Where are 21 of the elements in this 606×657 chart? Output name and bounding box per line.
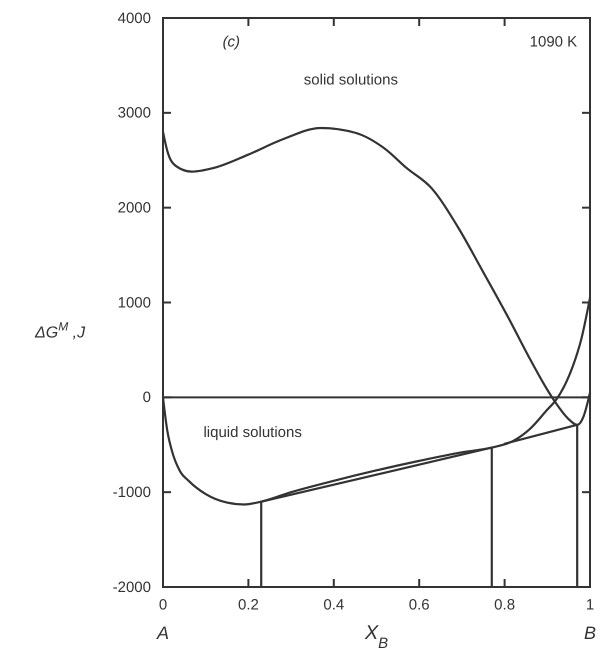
y-tick-label: 4000 (118, 10, 151, 27)
annotation: 1090 K (530, 33, 578, 50)
text: B (584, 623, 596, 643)
y-tick-label: 2000 (118, 199, 151, 216)
x-tick-label: 0.2 (238, 596, 259, 614)
y-tick-label: -2000 (112, 578, 151, 596)
annotation: solid solutions (304, 71, 398, 88)
x-tick-label: 0.6 (408, 596, 430, 614)
x-tick-label: 0 (158, 596, 168, 614)
x-tick-label: 0.8 (494, 596, 516, 614)
text: A (156, 623, 170, 643)
y-tick-label: 0 (142, 389, 151, 406)
x-tick-label: 1 (586, 596, 594, 614)
y-tick-label: 3000 (118, 104, 151, 122)
y-tick-label: -1000 (112, 484, 151, 501)
y-axis-title: ΔG$^{M}$ ,J (34, 319, 86, 342)
x-axis-title: X$_{B}$ (364, 622, 388, 652)
x-tick-label: 0.4 (323, 596, 344, 614)
annotation: (c) (222, 33, 240, 50)
y-tick-label: 1000 (118, 294, 151, 312)
annotation: liquid solutions (203, 424, 302, 442)
